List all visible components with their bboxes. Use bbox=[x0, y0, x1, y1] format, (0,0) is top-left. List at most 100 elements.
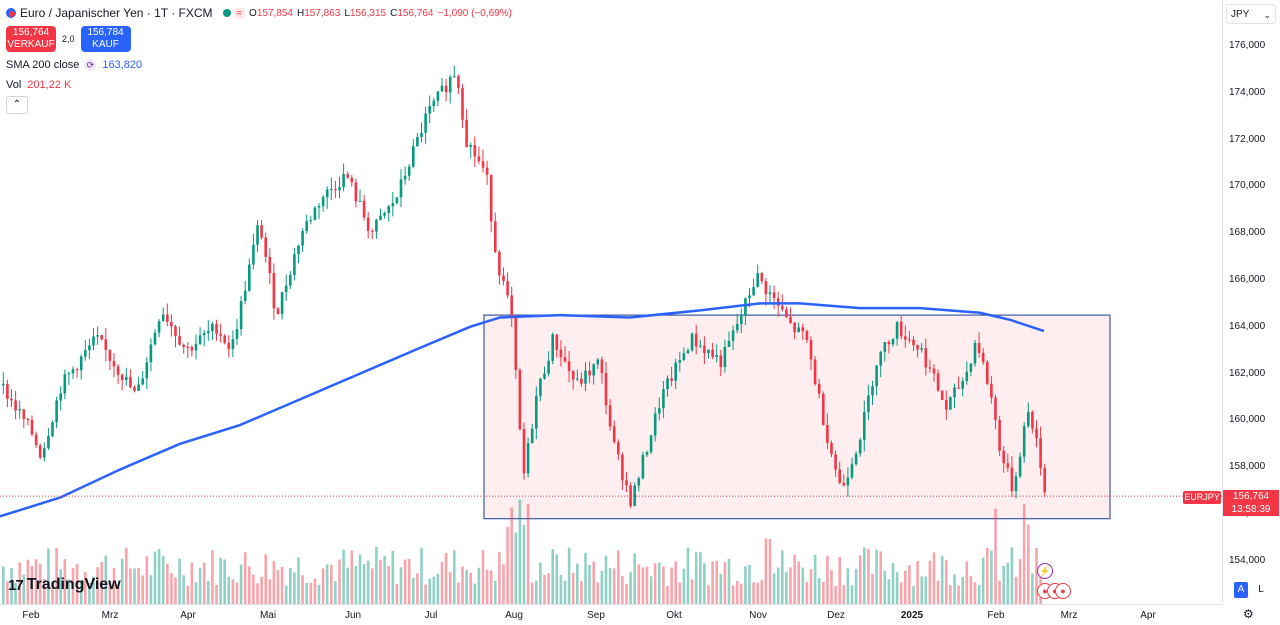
volume-bar bbox=[424, 584, 427, 604]
volume-bar bbox=[1006, 562, 1010, 604]
candle-body bbox=[198, 335, 202, 344]
symbol-title[interactable]: Euro / Japanischer Yen · 1T · FXCM bbox=[20, 6, 213, 20]
tradingview-logo[interactable]: 17 TradingView bbox=[8, 576, 121, 594]
candle-body bbox=[694, 333, 698, 347]
currency-button[interactable]: JPY ⌄ bbox=[1226, 4, 1276, 24]
candle-body bbox=[391, 203, 395, 207]
open-value: 157,854 bbox=[256, 7, 293, 19]
volume-bar bbox=[612, 568, 616, 604]
buy-button[interactable]: 156,784 KAUF bbox=[80, 26, 131, 52]
volume-bar bbox=[567, 547, 571, 604]
volume-bar bbox=[969, 575, 973, 604]
candle-body bbox=[280, 292, 284, 315]
volume-bar bbox=[157, 548, 161, 604]
candle-body bbox=[149, 344, 153, 363]
candle-body bbox=[981, 352, 985, 363]
volume-bar bbox=[243, 552, 247, 604]
volume-bar bbox=[133, 568, 136, 604]
volume-bar bbox=[723, 562, 727, 604]
ohlc-high: H157,863 bbox=[297, 8, 340, 19]
candle-body bbox=[846, 477, 850, 486]
currency-label: JPY bbox=[1231, 9, 1250, 20]
volume-bar bbox=[813, 554, 817, 604]
sell-button[interactable]: 156,764 VERKAUF bbox=[6, 26, 56, 52]
candle-body bbox=[567, 361, 571, 371]
candle-body bbox=[670, 378, 673, 381]
candle-body bbox=[666, 378, 669, 390]
volume-bar bbox=[600, 570, 604, 604]
volume-bar bbox=[79, 579, 83, 604]
candle-body bbox=[47, 436, 50, 449]
candle-body bbox=[973, 342, 977, 364]
volume-bar bbox=[477, 567, 481, 604]
candle-body bbox=[953, 387, 956, 398]
volume-bar bbox=[67, 579, 71, 604]
candle-body bbox=[961, 381, 964, 389]
volume-bar bbox=[6, 581, 9, 604]
volume-bar bbox=[362, 564, 366, 604]
candle-body bbox=[854, 453, 858, 465]
volume-bar bbox=[699, 552, 702, 604]
ohlc-open: O157,854 bbox=[249, 8, 293, 19]
volume-bar bbox=[338, 559, 341, 604]
volume-indicator-row[interactable]: Vol 201,22 K bbox=[6, 78, 516, 92]
candle-body bbox=[362, 201, 366, 218]
settings-gear-icon[interactable]: ⚙ bbox=[1243, 607, 1254, 621]
volume-bar bbox=[887, 579, 891, 604]
candle-body bbox=[793, 322, 796, 333]
volume-bar bbox=[1014, 576, 1018, 604]
flash-icon[interactable]: ⚡ bbox=[1037, 563, 1053, 579]
volume-bar bbox=[895, 572, 899, 604]
candle-body bbox=[850, 464, 854, 478]
close-value: 156,764 bbox=[397, 7, 434, 19]
time-axis[interactable]: Feb Mrz Apr Mai Jun Jul Aug Sep Okt Nov Dez 2025 Feb… bbox=[0, 604, 1222, 625]
chart-area[interactable] bbox=[0, 0, 1222, 604]
candle-body bbox=[576, 378, 579, 380]
candle-body bbox=[699, 345, 702, 347]
candle-body bbox=[301, 231, 304, 246]
candle-body bbox=[977, 342, 981, 353]
collapse-legend-button[interactable]: ⌃ bbox=[6, 96, 28, 114]
change-value: −1,090 (−0,69%) bbox=[437, 7, 512, 19]
volume-bar bbox=[551, 549, 554, 604]
volume-bar bbox=[875, 549, 878, 604]
event-icon-3[interactable]: ● bbox=[1055, 583, 1071, 599]
volume-bar bbox=[186, 585, 190, 604]
candle-body bbox=[1010, 467, 1014, 492]
volume-bar bbox=[260, 576, 263, 604]
volume-bar bbox=[834, 585, 837, 604]
vol-value: 201,22 K bbox=[27, 79, 72, 91]
candle-body bbox=[760, 273, 764, 282]
candle-body bbox=[354, 182, 358, 202]
candle-body bbox=[637, 478, 641, 486]
price-tick-label: 174,000 bbox=[1229, 86, 1266, 98]
sma-indicator-row[interactable]: SMA 200 close ⟳ 163,820 bbox=[6, 58, 516, 72]
candle-body bbox=[543, 373, 546, 379]
volume-bar bbox=[448, 572, 452, 604]
candle-body bbox=[752, 287, 755, 296]
candle-body bbox=[424, 113, 427, 133]
market-open-icon bbox=[222, 9, 231, 17]
candle-body bbox=[6, 383, 9, 399]
candle-body bbox=[231, 339, 235, 350]
volume-bar bbox=[850, 585, 854, 604]
candle-body bbox=[563, 357, 567, 362]
price-chart[interactable] bbox=[0, 0, 1222, 604]
time-tick-label: Aug bbox=[505, 610, 523, 621]
volume-bar bbox=[272, 561, 276, 604]
volume-bar bbox=[383, 555, 386, 604]
volume-bar bbox=[686, 547, 690, 604]
candle-body bbox=[75, 369, 79, 371]
candle-body bbox=[412, 146, 415, 167]
log-scale-button[interactable]: L bbox=[1258, 584, 1264, 595]
volume-bar bbox=[440, 562, 444, 604]
volume-bar bbox=[129, 568, 132, 604]
volume-bar bbox=[84, 571, 87, 604]
auto-scale-button[interactable]: A bbox=[1234, 582, 1248, 598]
time-tick-label: Feb bbox=[987, 610, 1005, 621]
volume-bar bbox=[194, 582, 198, 604]
volume-bar bbox=[428, 578, 431, 604]
candle-body bbox=[453, 76, 456, 78]
volume-bar bbox=[981, 557, 985, 604]
candle-body bbox=[276, 308, 280, 315]
